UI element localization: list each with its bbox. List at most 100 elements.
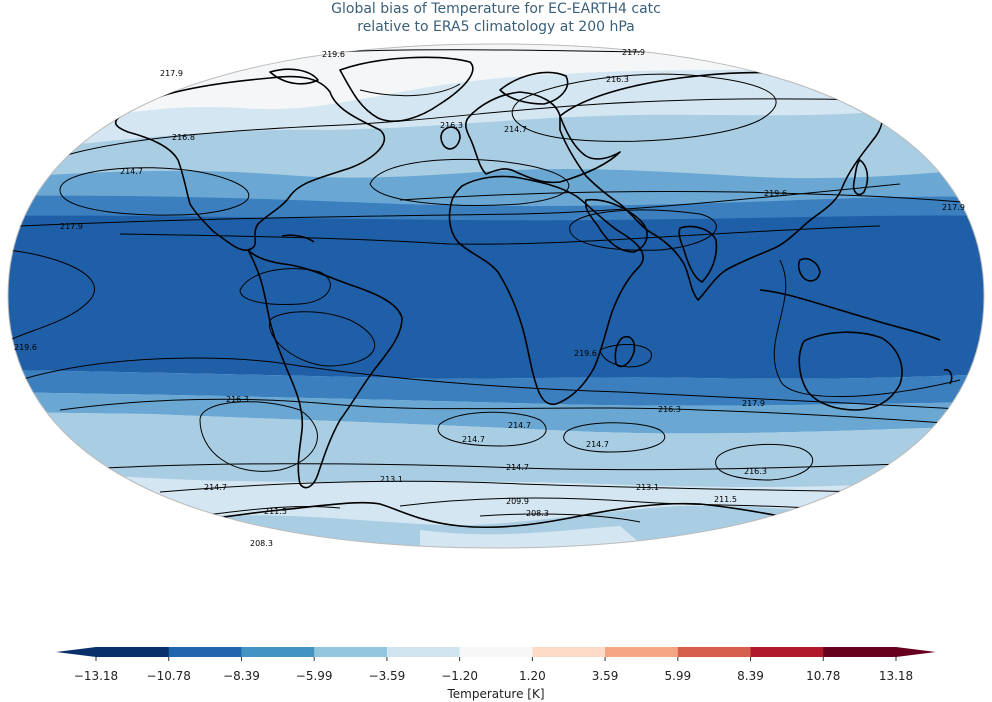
contour-line [399, 497, 841, 511]
colorbar-tick-label: 10.78 [806, 669, 840, 683]
contour-line [599, 344, 653, 368]
colorbar-segment [168, 647, 242, 657]
colorbar-tick-label: −8.39 [223, 669, 260, 683]
contour-label: 208.3 [526, 509, 549, 518]
contour-label: 208.3 [250, 539, 273, 548]
colorbar-ticks: −13.18 −10.78 −8.39 −5.99 −3.59 −1.20 1.20 3.59… [74, 657, 913, 683]
colorbar-segment [532, 647, 606, 657]
arctic-islands-coastline [269, 68, 319, 85]
contour-line [369, 158, 570, 206]
contour-line [8, 249, 95, 341]
contour-line [69, 463, 901, 471]
colorbar-tick-label: −13.18 [74, 669, 118, 683]
contour-lines [8, 49, 984, 523]
contour-label: 217.9 [60, 222, 83, 231]
contour-line [19, 357, 981, 411]
colorbar-segment [823, 647, 897, 657]
contour-label: 219.6 [574, 349, 597, 358]
band-light-north [8, 107, 984, 186]
contour-label: 217.9 [622, 48, 645, 57]
borneo-coastline [797, 257, 821, 282]
contour-label: 214.7 [120, 167, 143, 176]
contour-line [715, 443, 814, 481]
contour-label: 216.8 [172, 133, 195, 142]
colorbar-segment [314, 647, 388, 657]
contour-label: 217.9 [742, 399, 765, 408]
japan-coastline [852, 159, 869, 196]
contour-label: 214.7 [204, 483, 227, 492]
contour-labels: 219.6 217.9 216.3 217.9 216.8 214.7 216.… [14, 48, 965, 548]
contour-line [479, 513, 641, 523]
colorbar-tick-label: −3.59 [369, 669, 406, 683]
contour-label: 214.7 [462, 435, 485, 444]
contour-line [511, 73, 777, 142]
contour-label: 216.3 [744, 467, 767, 476]
colorbar-segment [241, 647, 315, 657]
band-lightest-antarctic [420, 526, 660, 548]
contour-label: 219.6 [764, 189, 787, 198]
contour-label: 214.7 [586, 440, 609, 449]
contour-line [59, 167, 250, 216]
colorbar: −13.18 −10.78 −8.39 −5.99 −3.59 −1.20 1.20 3.59… [56, 647, 936, 701]
madagascar-coastline [614, 336, 636, 368]
colorbar-tick-label: 3.59 [592, 669, 619, 683]
colorbar-tick-label: 8.39 [737, 669, 764, 683]
band-darkest-tropics [8, 215, 984, 379]
north-america-coastline [114, 75, 386, 251]
colorbar-segment [386, 647, 461, 657]
title-line-1: Global bias of Temperature for EC-EARTH4… [331, 1, 661, 17]
globe-outline [7, 43, 985, 549]
colorbar-segment [605, 647, 679, 657]
new-zealand-coastline [943, 368, 953, 385]
contour-label: 219.6 [322, 50, 345, 59]
contour-label: 211.5 [264, 507, 287, 516]
australia-coastline [798, 331, 903, 411]
contour-label: 213.1 [380, 475, 403, 484]
colorbar-tick-label: 1.20 [519, 669, 546, 683]
europe-coastline [465, 91, 621, 184]
map-title: Global bias of Temperature for EC-EARTH4… [0, 0, 992, 36]
colorbar-segment [459, 647, 533, 657]
scandinavia-coastline [499, 71, 569, 105]
contour-label: 214.7 [506, 463, 529, 472]
contour-line [19, 183, 901, 227]
greenland-coastline [339, 56, 474, 122]
contour-line [59, 398, 961, 425]
contour-line [199, 505, 341, 517]
contour-label: 216.3 [606, 75, 629, 84]
contour-label: 216.3 [658, 405, 681, 414]
colorbar-tick-label: 13.18 [879, 669, 913, 683]
contour-line [563, 422, 666, 453]
contour-label: 219.6 [14, 343, 37, 352]
colorbar-segments [56, 647, 936, 657]
colorbar-tick-label: −1.20 [441, 669, 478, 683]
title-line-2: relative to ERA5 climatology at 200 hPa [357, 19, 635, 35]
colorbar-extend-low [56, 647, 96, 657]
colorbar-segment [96, 647, 170, 657]
contour-label: 217.9 [160, 69, 183, 78]
colorbar-segment [677, 647, 752, 657]
contour-line [239, 268, 331, 305]
temperature-field [8, 44, 984, 548]
south-america-coastline [247, 249, 403, 489]
contour-line [569, 209, 717, 251]
india-coastline [678, 225, 718, 283]
africa-coastline [448, 175, 644, 406]
contour-label: 211.5 [714, 495, 737, 504]
caribbean-coastline [281, 234, 315, 243]
band-dark-mid-south [8, 370, 984, 406]
indonesia-coastline [759, 289, 941, 341]
contour-line [437, 411, 547, 447]
contour-label: 214.7 [504, 125, 527, 134]
contour-label: 209.9 [506, 497, 529, 506]
contour-label: 214.7 [508, 421, 531, 430]
contour-line [399, 190, 984, 205]
contour-line [159, 480, 881, 493]
colorbar-label: Temperature [K] [446, 687, 544, 701]
colorbar-extend-high [896, 647, 936, 657]
contour-line [268, 311, 375, 367]
contour-line [359, 83, 461, 97]
contour-line [199, 401, 318, 472]
colorbar-tick-label: −10.78 [147, 669, 191, 683]
colorbar-segment [750, 647, 824, 657]
